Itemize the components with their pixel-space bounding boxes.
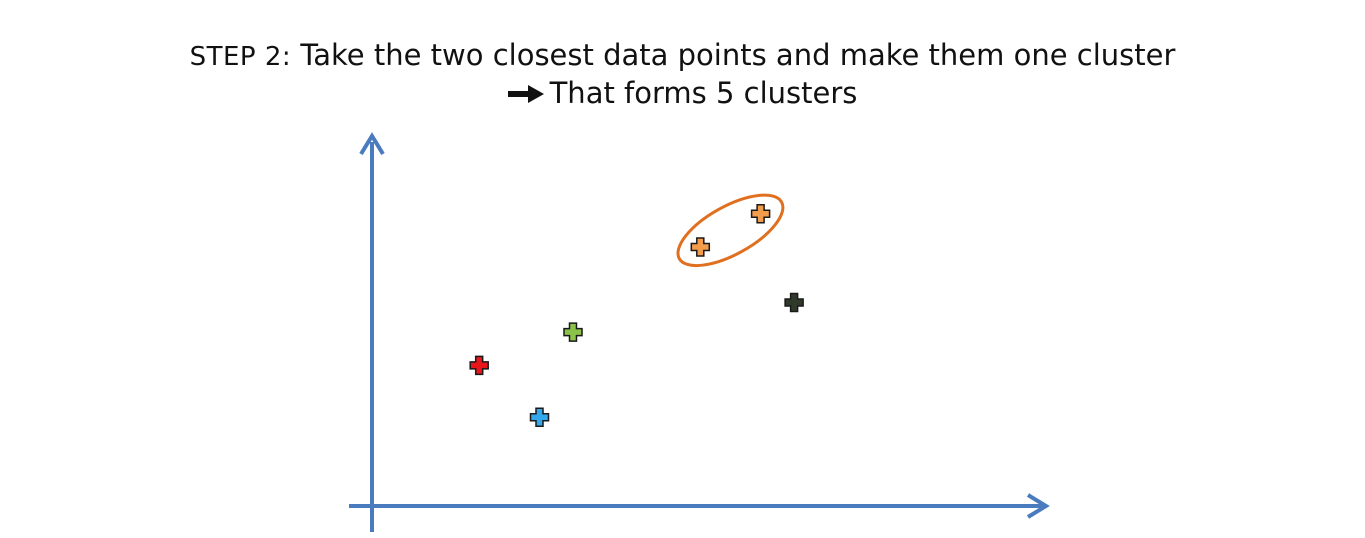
result-text: That forms 5 clusters (549, 76, 858, 110)
step-description: Take the two closest data points and mak… (291, 38, 1176, 72)
step-label: STEP 2: (189, 42, 292, 72)
data-point-plus-icon (750, 203, 771, 224)
data-point-plus-icon (529, 407, 550, 427)
data-point-plus-icon (784, 292, 804, 313)
data-point-plus-icon (563, 322, 583, 342)
right-arrow-icon (507, 74, 544, 112)
y-axis-arrowhead (359, 132, 385, 156)
data-points (469, 193, 804, 427)
data-point-plus-icon (690, 237, 711, 257)
x-axis-arrowhead (1026, 493, 1050, 519)
data-point-plus-icon (469, 355, 489, 376)
step-heading: STEP 2: Take the two closest data points… (0, 36, 1365, 76)
axes (349, 132, 1050, 532)
result-line: That forms 5 clusters (0, 74, 1365, 112)
merged-cluster-ellipse (676, 193, 785, 268)
